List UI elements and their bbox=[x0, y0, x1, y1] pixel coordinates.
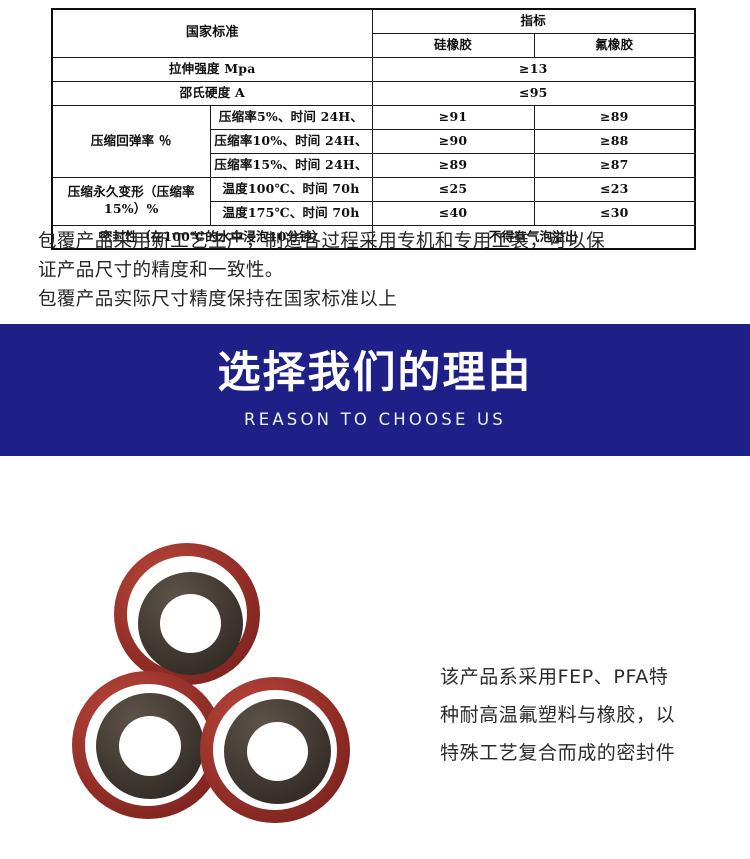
o-ring-product-image bbox=[72, 541, 402, 831]
header-national-standard: 国家标准 bbox=[51, 8, 373, 58]
row-label-permanent-deformation: 压缩永久变形（压缩率15%）% bbox=[51, 176, 211, 226]
product-showcase-section: 该产品系采用FEP、PFA特 种耐高温氟塑料与橡胶，以 特殊工艺复合而成的密封件 bbox=[0, 456, 750, 859]
intro-paragraph-line-3: 包覆产品实际尺寸精度保持在国家标准以上 bbox=[38, 288, 398, 310]
table-row-permanent-1: 压缩永久变形（压缩率15%）% 温度100℃、时间 70h ≤25 ≤23 bbox=[51, 176, 696, 226]
row-label-tensile-strength: 拉伸强度 Mpa bbox=[51, 56, 373, 82]
o-ring-inner-dark-bottom-left bbox=[96, 693, 204, 799]
spec-table-container: 国家标准 指标 硅橡胶 氟橡胶 拉伸强度 Mpa ≥13 邵氏硬度 A ≤95 bbox=[51, 8, 696, 250]
cell-permanent-silicone-1: ≤25 bbox=[371, 176, 535, 202]
cell-rebound-fluoro-3: ≥87 bbox=[533, 152, 696, 178]
cell-permanent-condition-2: 温度175℃、时间 70h bbox=[209, 200, 373, 226]
cell-permanent-silicone-2: ≤40 bbox=[371, 200, 535, 226]
header-col-fluoro: 氟橡胶 bbox=[533, 32, 696, 58]
banner-subtitle-english: REASON TO CHOOSE US bbox=[244, 410, 506, 430]
national-standard-spec-table: 国家标准 指标 硅橡胶 氟橡胶 拉伸强度 Mpa ≥13 邵氏硬度 A ≤95 bbox=[51, 8, 696, 250]
product-description-line-1: 该产品系采用FEP、PFA特 bbox=[440, 666, 669, 688]
row-label-compression-rebound: 压缩回弹率 ％ bbox=[51, 104, 211, 178]
cell-rebound-silicone-3: ≥89 bbox=[371, 152, 535, 178]
table-row-rebound-2: 压缩率10%、时间 24H、 ≥90 ≥88 bbox=[52, 128, 696, 154]
reason-banner: 选择我们的理由 REASON TO CHOOSE US bbox=[0, 324, 750, 456]
banner-title-chinese: 选择我们的理由 bbox=[217, 347, 533, 398]
product-description-line-2: 种耐高温氟塑料与橡胶，以 bbox=[440, 704, 676, 726]
table-row-rebound-1: 压缩回弹率 ％ 压缩率5%、时间 24H、 ≥91 ≥89 bbox=[51, 104, 696, 178]
table-header-row-2: 硅橡胶 氟橡胶 bbox=[52, 32, 696, 58]
product-description-line-3: 特殊工艺复合而成的密封件 bbox=[440, 742, 676, 764]
o-ring-inner-dark-top bbox=[138, 572, 243, 675]
header-col-silicone: 硅橡胶 bbox=[371, 32, 535, 58]
header-indicator: 指标 bbox=[371, 8, 696, 34]
table-row-tensile-strength: 拉伸强度 Mpa ≥13 bbox=[51, 56, 696, 82]
cell-rebound-condition-1: 压缩率5%、时间 24H、 bbox=[209, 104, 373, 130]
cell-rebound-fluoro-2: ≥88 bbox=[533, 128, 696, 154]
cell-rebound-condition-3: 压缩率15%、时间 24H、 bbox=[209, 152, 373, 178]
table-row-shore-hardness: 邵氏硬度 A ≤95 bbox=[51, 80, 696, 106]
table-row-rebound-3: 压缩率15%、时间 24H、 ≥89 ≥87 bbox=[52, 152, 696, 178]
cell-rebound-silicone-2: ≥90 bbox=[371, 128, 535, 154]
row-label-sealing: 密封性（在100℃的水中浸泡10分钟） bbox=[51, 224, 373, 250]
cell-permanent-fluoro-1: ≤23 bbox=[533, 176, 696, 202]
table-row-sealing: 密封性（在100℃的水中浸泡10分钟） 不得有气泡溢出 bbox=[51, 224, 696, 250]
cell-permanent-condition-1: 温度100℃、时间 70h bbox=[209, 176, 373, 202]
intro-paragraph-line-1: 包覆产品采用新工艺生产，制造各过程采用专机和专用工装，可以保 bbox=[38, 231, 606, 252]
cell-rebound-condition-2: 压缩率10%、时间 24H、 bbox=[209, 128, 373, 154]
cell-rebound-fluoro-1: ≥89 bbox=[533, 104, 696, 130]
product-description: 该产品系采用FEP、PFA特 种耐高温氟塑料与橡胶，以 特殊工艺复合而成的密封件 bbox=[440, 658, 730, 772]
cell-permanent-fluoro-2: ≤30 bbox=[533, 200, 696, 226]
row-value-tensile-strength: ≥13 bbox=[371, 56, 696, 82]
o-ring-inner-dark-bottom-right bbox=[224, 699, 331, 804]
row-value-sealing: 不得有气泡溢出 bbox=[371, 224, 696, 250]
cell-rebound-silicone-1: ≥91 bbox=[371, 104, 535, 130]
table-row-permanent-2: 温度175℃、时间 70h ≤40 ≤30 bbox=[52, 200, 696, 226]
intro-paragraph-line-2: 证产品尺寸的精度和一致性。 bbox=[38, 259, 284, 281]
intro-paragraph: 包覆产品采用新工艺生产，制造各过程采用专机和专用工装，可以保 证产品尺寸的精度和… bbox=[38, 228, 714, 315]
table-header-row-1: 国家标准 指标 bbox=[51, 8, 696, 58]
row-label-shore-hardness: 邵氏硬度 A bbox=[51, 80, 373, 106]
row-value-shore-hardness: ≤95 bbox=[371, 80, 696, 106]
